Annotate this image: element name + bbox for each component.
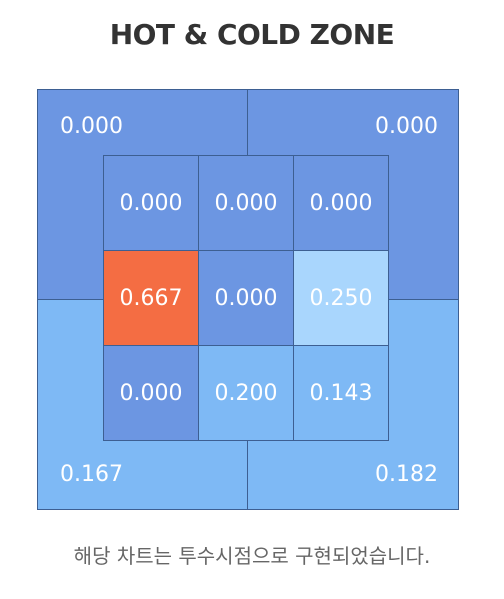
zone-cell-value: 0.143 xyxy=(309,380,373,406)
outer-zone-bottom-right-value: 0.182 xyxy=(375,462,438,487)
zone-cell-value: 0.000 xyxy=(119,380,183,406)
zone-cell-value: 0.000 xyxy=(309,190,373,216)
footnote: 해당 차트는 투수시점으로 구현되었습니다. xyxy=(73,544,431,568)
zone-cell-value: 0.000 xyxy=(119,190,183,216)
zone-cell-r1-c1: 0.000 xyxy=(103,155,199,251)
zone-cell-r2-c1: 0.667 xyxy=(103,250,199,346)
outer-zone-bottom-left-value: 0.167 xyxy=(60,462,123,487)
zone-cell-r3-c3: 0.143 xyxy=(293,345,389,441)
zone-cell-r1-c3: 0.000 xyxy=(293,155,389,251)
zone-cell-r1-c2: 0.000 xyxy=(198,155,294,251)
zone-cell-value: 0.000 xyxy=(214,190,278,216)
outer-zone-top-left-value: 0.000 xyxy=(60,114,123,139)
zone-cell-r2-c2: 0.000 xyxy=(198,250,294,346)
outer-zone-top-right-value: 0.000 xyxy=(375,114,438,139)
zone-cell-r2-c3: 0.250 xyxy=(293,250,389,346)
zone-cell-value: 0.000 xyxy=(214,285,278,311)
zone-cell-value: 0.667 xyxy=(119,285,183,311)
zone-cell-value: 0.250 xyxy=(309,285,373,311)
zone-cell-r3-c1: 0.000 xyxy=(103,345,199,441)
zone-cell-r3-c2: 0.200 xyxy=(198,345,294,441)
chart-title: HOT & COLD ZONE xyxy=(109,18,395,51)
hot-cold-zone-chart: 0.000 0.000 0.167 0.182 0.000 0.000 0.00… xyxy=(37,89,459,510)
zone-cell-value: 0.200 xyxy=(214,380,278,406)
